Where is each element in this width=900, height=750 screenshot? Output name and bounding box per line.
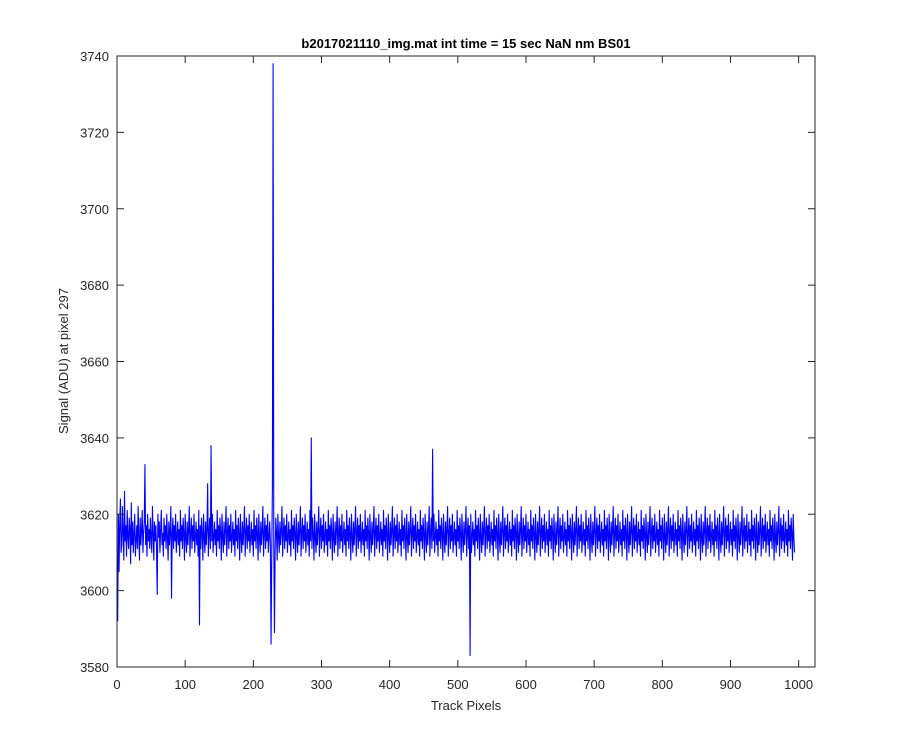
x-tick-label: 800 — [651, 677, 673, 692]
x-tick-label: 0 — [113, 677, 120, 692]
x-tick-label: 300 — [311, 677, 333, 692]
y-axis-ticks: 3580 3600 3620 3640 3660 3680 3700 3720 3740 — [80, 49, 815, 675]
x-axis-label: Track Pixels — [431, 698, 502, 713]
x-tick-label: 1000 — [784, 677, 813, 692]
x-tick-label: 100 — [174, 677, 196, 692]
y-tick-label: 3660 — [80, 355, 109, 370]
x-axis-ticks: 0 100 200 300 400 500 600 700 800 900 1000 — [113, 56, 813, 692]
y-tick-label: 3700 — [80, 202, 109, 217]
x-tick-label: 700 — [583, 677, 605, 692]
signal-series-line — [117, 63, 796, 657]
y-tick-label: 3740 — [80, 49, 109, 64]
y-tick-label: 3680 — [80, 278, 109, 293]
chart-title: b2017021110_img.mat int time = 15 sec Na… — [301, 36, 630, 51]
x-tick-label: 200 — [242, 677, 264, 692]
series-group — [117, 63, 796, 657]
y-tick-label: 3600 — [80, 584, 109, 599]
y-tick-label: 3580 — [80, 660, 109, 675]
y-tick-label: 3640 — [80, 431, 109, 446]
plot-area — [117, 56, 815, 667]
x-tick-label: 900 — [720, 677, 742, 692]
y-tick-label: 3620 — [80, 507, 109, 522]
x-tick-label: 600 — [515, 677, 537, 692]
y-axis-label: Signal (ADU) at pixel 297 — [56, 288, 71, 434]
x-tick-label: 400 — [379, 677, 401, 692]
y-tick-label: 3720 — [80, 125, 109, 140]
x-tick-label: 500 — [447, 677, 469, 692]
